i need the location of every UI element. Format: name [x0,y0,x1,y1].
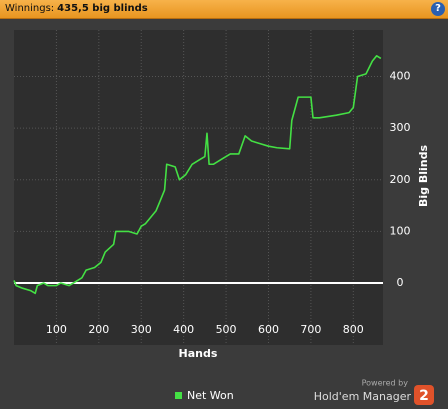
logo-version: 2 [419,388,429,404]
x-tick-label: 600 [258,323,279,336]
powered-by: Powered by [362,379,409,388]
series-line [13,55,382,295]
y-tick-label: 100 [390,224,411,237]
x-tick-label: 200 [88,323,109,336]
legend-swatch [175,392,182,399]
y-axis-label: Big Blinds [417,145,430,207]
x-tick-label: 700 [300,323,321,336]
legend-label: Net Won [187,389,234,402]
plot-area [14,30,383,345]
header-label: Winnings: [5,3,55,14]
x-tick-label: 100 [46,323,67,336]
logo-badge [414,385,434,405]
y-tick-label: 200 [390,173,411,186]
x-tick-label: 400 [173,323,194,336]
y-tick-label: 400 [390,69,411,82]
y-tick-label: 300 [390,121,411,134]
x-tick-label: 800 [343,323,364,336]
x-tick-label: 300 [131,323,152,336]
y-tick-label: 0 [397,276,404,289]
header-bar: Winnings: 435,5 big blinds [0,0,448,19]
x-tick-label: 500 [216,323,237,336]
help-button[interactable]: ? [431,2,445,16]
header-value: 435,5 big blinds [57,3,148,14]
x-axis-label: Hands [179,347,218,360]
product-name: Hold'em Manager [314,390,412,403]
